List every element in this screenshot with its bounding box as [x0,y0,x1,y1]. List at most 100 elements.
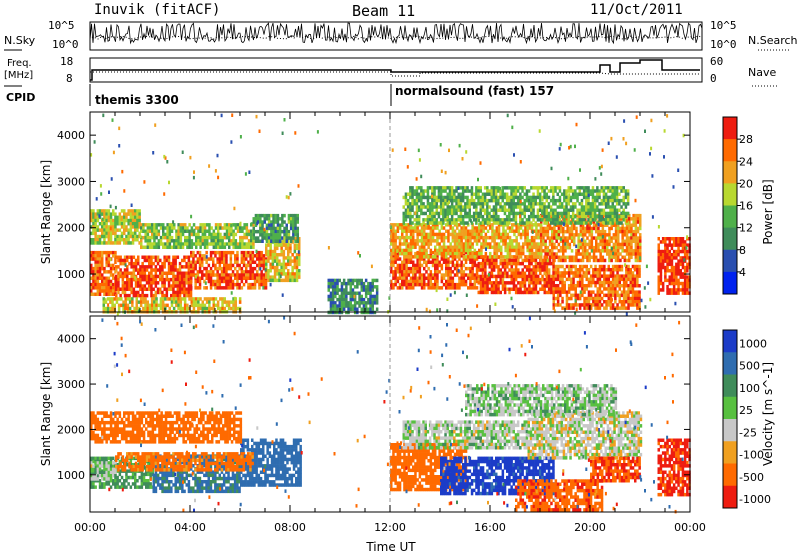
heatmap-cell [553,233,556,237]
heatmap-cell [276,229,280,234]
heatmap-cell [600,264,604,269]
heatmap-cell [392,270,395,274]
heatmap-cell [185,271,188,275]
heatmap-cell [431,202,434,206]
heatmap-cell [614,290,617,294]
heatmap-cell [460,263,463,268]
heatmap-cell [240,273,244,277]
heatmap-cell [519,261,522,266]
heatmap-cell [481,290,485,295]
heatmap-cell [521,202,524,206]
heatmap-cell [460,242,463,246]
heatmap-cell [418,255,422,259]
heatmap-cell [294,217,297,221]
heatmap-cell [428,221,432,225]
heatmap-cell [616,274,619,278]
heatmap-cell [445,245,448,249]
heatmap-cell [446,202,449,206]
heatmap-cell [589,280,593,285]
heatmap-cell [186,226,189,230]
heatmap-cell [418,279,422,284]
heatmap-cell [214,279,217,284]
heatmap-cell [208,303,211,308]
heatmap-cell [585,277,588,282]
heatmap-cell [159,223,163,227]
heatmap-cell [172,255,175,259]
heatmap-cell [210,297,213,301]
heatmap-cell [390,266,393,271]
heatmap-cell [90,292,93,296]
heatmap-cell [245,250,248,255]
heatmap-cell [479,261,483,266]
heatmap-cell [492,284,496,288]
heatmap-cell [101,266,104,271]
heatmap-cell [527,221,531,225]
heatmap-cell [287,243,290,247]
heatmap-cell [152,274,155,279]
heatmap-cell [475,279,479,284]
heatmap-cell [190,229,194,233]
heatmap-cell [519,218,522,222]
heatmap-cell [217,232,220,237]
heatmap-cell [627,290,630,294]
heatmap-cell [293,249,297,254]
heatmap-cell [494,192,498,196]
heatmap-cell [426,186,430,190]
heatmap-cell [471,270,474,274]
heatmap-cell [225,226,229,230]
heatmap-cell [232,306,235,311]
heatmap-cell [217,229,220,233]
heatmap-cell [196,257,200,261]
heatmap-cell [225,273,228,277]
heatmap-cell [131,241,135,245]
heatmap-cell [506,248,510,253]
heatmap-cell [627,284,630,288]
heatmap-cell [287,217,291,221]
heatmap-cell [168,239,172,243]
heatmap-cell [609,290,613,294]
heatmap-cell [525,277,529,282]
heatmap-cell [601,223,605,227]
heatmap-cell [497,208,500,212]
heatmap-cell [527,214,531,219]
heatmap-cell [444,195,447,200]
heatmap-cell [407,229,411,233]
heatmap-cell [519,205,522,209]
heatmap-cell [342,294,346,299]
heatmap-cell [455,221,458,225]
heatmap-cell [564,229,567,234]
heatmap-cell [247,245,251,249]
heatmap-cell [261,229,264,234]
heatmap-cell [194,260,197,264]
heatmap-cell [464,221,467,225]
heatmap-cell [295,253,299,257]
heatmap-cell [329,307,333,311]
heatmap-cell [250,229,253,233]
heatmap-cell [521,186,524,190]
heatmap-cell [460,235,463,240]
heatmap-cell [260,282,263,287]
heatmap-cell [453,223,457,227]
heatmap-cell [136,225,139,229]
heatmap-cell [480,226,483,230]
heatmap-cell [220,270,224,274]
freq-scale-top: 18 [60,55,73,68]
heatmap-cell [617,239,620,243]
heatmap-cell [594,296,597,301]
heatmap-cell [115,297,119,301]
heatmap-cell [394,245,397,249]
heatmap-cell [208,235,211,240]
heatmap-cell [209,250,213,255]
heatmap-cell [146,245,150,249]
heatmap-cell [289,246,292,251]
heatmap-cell [298,275,301,279]
heatmap-cell [223,254,226,258]
heatmap-cell [431,273,435,277]
heatmap-cell [497,255,501,259]
heatmap-cell [620,300,624,304]
heatmap-cell [478,223,481,227]
heatmap-cell [551,252,554,256]
heatmap-cell [597,229,600,234]
heatmap-cell [267,243,270,247]
heatmap-cell [390,257,393,261]
